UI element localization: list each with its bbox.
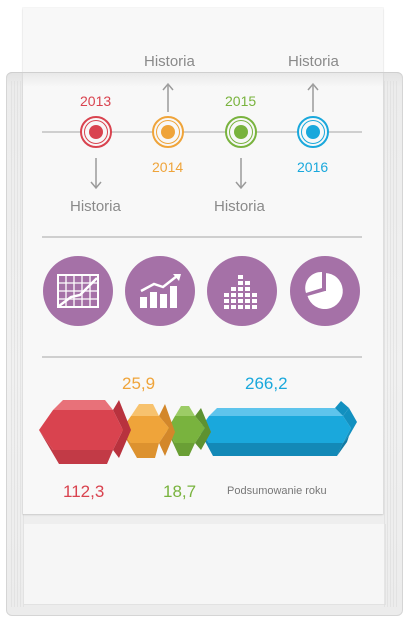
value-green: 18,7 (163, 482, 197, 501)
arrow-down-icon (90, 158, 102, 190)
year-2016: 2016 (297, 159, 329, 175)
sleeve-pocket (23, 524, 386, 605)
year-2014: 2014 (152, 159, 184, 175)
section-divider (42, 356, 362, 358)
summary-caption: Podsumowanie roku (227, 485, 327, 497)
timeline-node-2016 (297, 116, 329, 148)
block-blue (199, 401, 357, 456)
grid-chart-icon (43, 256, 113, 326)
history-label-2013: Historia (70, 198, 121, 215)
bar-line-chart-icon (125, 256, 195, 326)
section-divider (42, 236, 362, 238)
timeline-node-2013 (80, 116, 112, 148)
value-red: 112,3 (63, 482, 105, 501)
arrow-up-icon (162, 82, 174, 112)
value-orange: 25,9 (122, 374, 156, 393)
block-red (39, 400, 131, 464)
block-orange (121, 404, 175, 458)
timeline-node-2014 (152, 116, 184, 148)
timeline-axis (42, 131, 362, 133)
history-label-2016: Historia (288, 53, 339, 70)
pie-chart-icon (290, 256, 360, 326)
year-2013: 2013 (80, 93, 112, 109)
history-label-2014: Historia (144, 53, 195, 70)
arrow-down-icon (235, 158, 247, 190)
history-label-2015: Historia (214, 198, 265, 215)
infographic-card: Historia Historia 2013 2014 2015 2016 (23, 8, 383, 514)
year-2015: 2015 (225, 93, 257, 109)
column-chart-icon (207, 256, 277, 326)
value-blue: 266,2 (245, 374, 288, 393)
summary-blocks-graphic (39, 400, 357, 464)
block-green (167, 406, 211, 456)
arrow-up-icon (307, 82, 319, 112)
timeline-node-2015 (225, 116, 257, 148)
